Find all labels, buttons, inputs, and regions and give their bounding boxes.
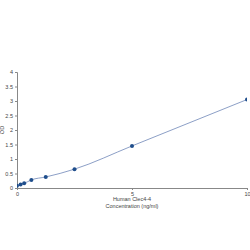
- y-tick: 0.5: [5, 171, 17, 177]
- y-tick: 1: [10, 156, 17, 162]
- y-tick-mark: [15, 101, 17, 102]
- y-tick: 0: [10, 185, 17, 191]
- data-point: [130, 144, 134, 148]
- chart: 051000.511.522.533.54Human Clec4-4Concen…: [0, 0, 250, 250]
- y-tick: 4: [10, 69, 17, 75]
- x-tick: 10: [244, 188, 250, 197]
- y-tick-label: 4: [10, 69, 13, 75]
- y-tick: 3.5: [5, 84, 17, 90]
- y-tick-mark: [15, 116, 17, 117]
- y-tick-label: 2: [10, 127, 13, 133]
- data-point: [22, 181, 26, 185]
- y-tick-label: 0: [10, 185, 13, 191]
- y-tick-mark: [15, 159, 17, 160]
- x-tick-label: 10: [244, 191, 250, 197]
- data-point: [44, 175, 48, 179]
- y-tick: 2: [10, 127, 17, 133]
- fit-line: [17, 100, 247, 186]
- y-axis: 0 0.5 1 1.5 2 2.5 3 3.5 4: [5, 69, 17, 191]
- y-tick-label: 3: [10, 98, 13, 104]
- y-tick: 3: [10, 98, 17, 104]
- data-point: [19, 183, 23, 187]
- y-tick: 2.5: [5, 113, 17, 119]
- x-tick-mark: [132, 188, 133, 190]
- y-tick-mark: [15, 174, 17, 175]
- data-point: [29, 178, 33, 182]
- y-tick-mark: [15, 188, 17, 189]
- x-axis-line: [18, 189, 248, 191]
- y-tick-label: 3.5: [5, 84, 13, 90]
- plot-area: [17, 98, 247, 188]
- y-axis-line: [15, 73, 18, 189]
- y-tick-mark: [15, 72, 17, 73]
- y-tick-mark: [15, 87, 17, 88]
- y-tick-label: 2.5: [5, 113, 13, 119]
- y-tick: 1.5: [5, 142, 17, 148]
- x-axis-title: Human Clec4-4Concentration (ng/ml): [106, 196, 159, 209]
- x-tick-mark: [247, 188, 248, 190]
- x-tick-label: 0: [16, 191, 19, 197]
- y-tick-mark: [15, 145, 17, 146]
- y-axis-title: OD: [0, 126, 5, 134]
- y-tick-label: 1.5: [5, 142, 13, 148]
- data-point: [73, 167, 77, 171]
- data-point: [245, 98, 247, 102]
- y-tick-label: 1: [10, 156, 13, 162]
- x-tick: 0: [16, 188, 19, 197]
- y-tick-label: 0.5: [5, 171, 13, 177]
- y-tick-mark: [15, 130, 17, 131]
